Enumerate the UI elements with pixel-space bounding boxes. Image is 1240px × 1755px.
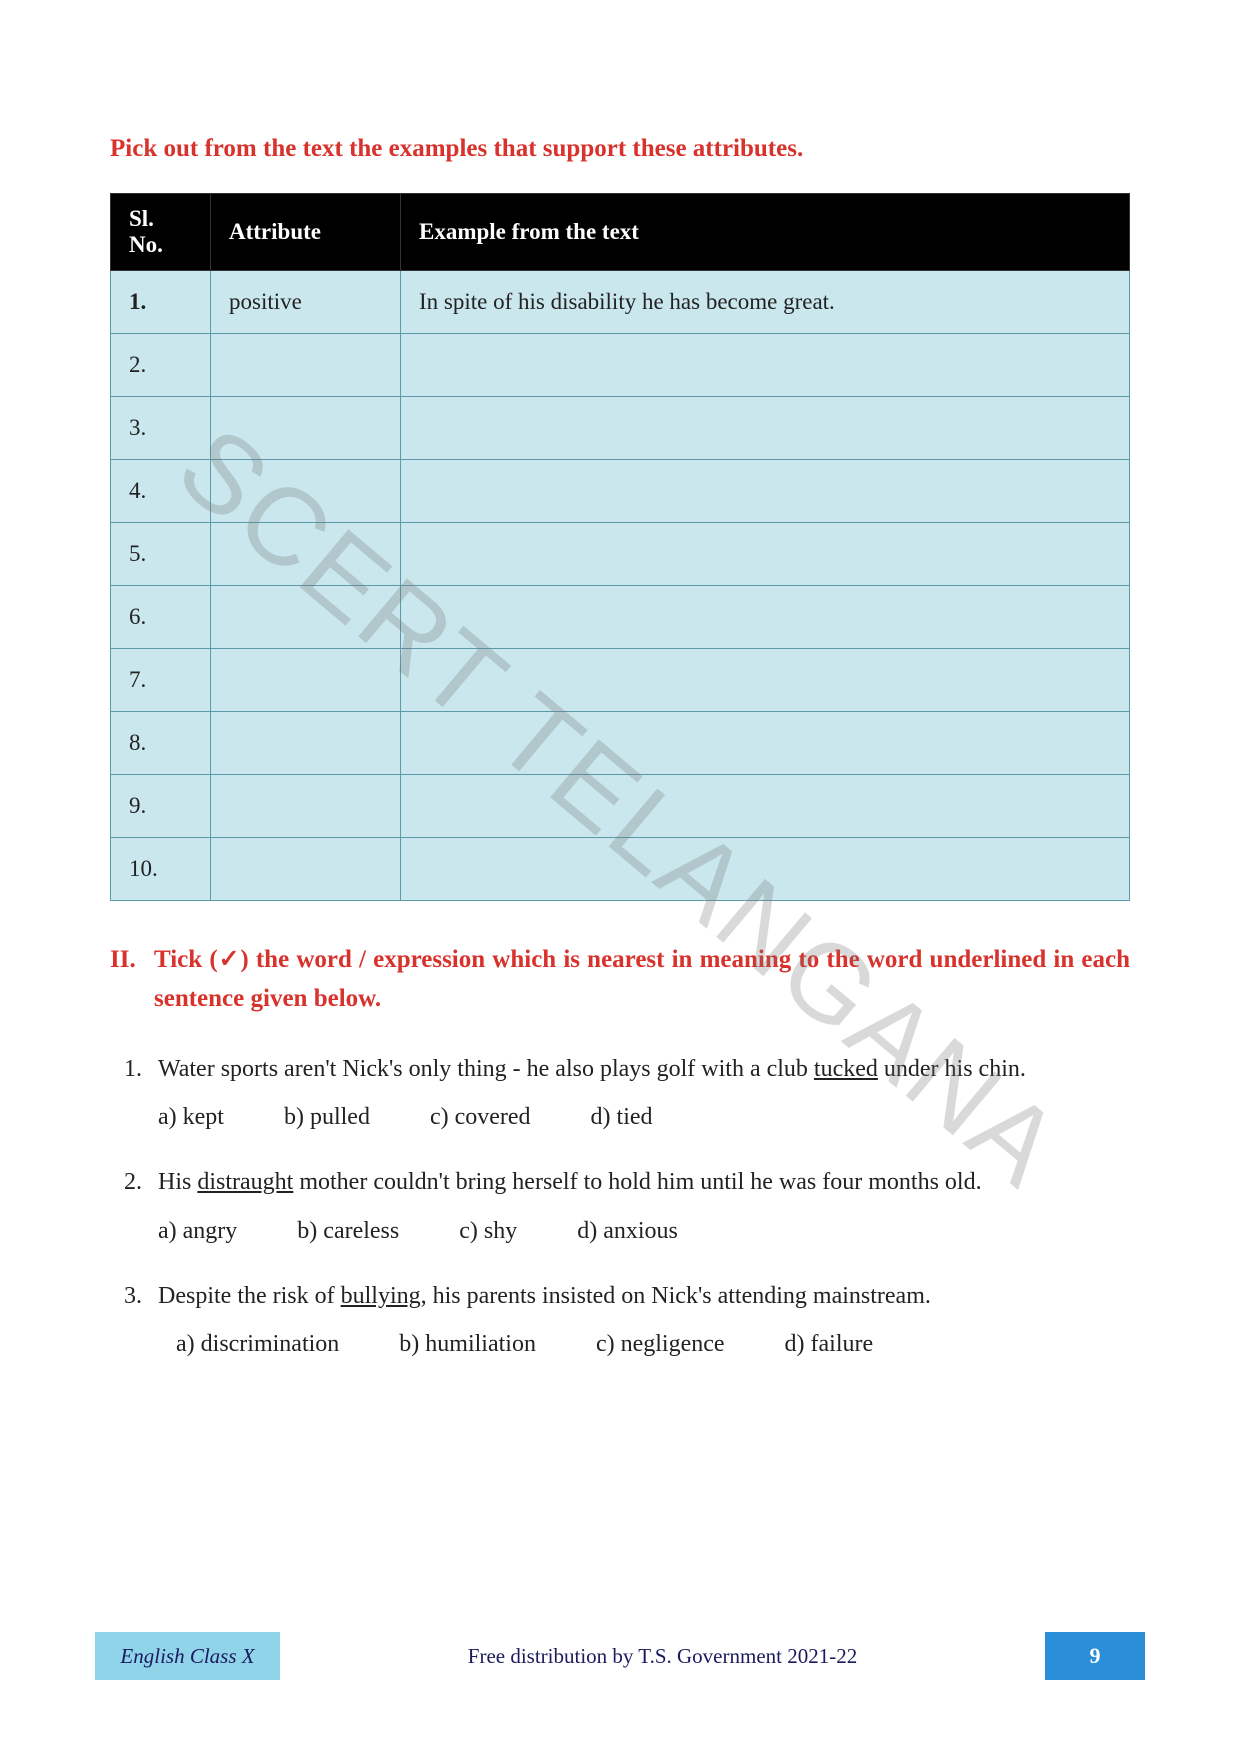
cell-sl: 1.: [111, 271, 211, 334]
option-b[interactable]: b) careless: [297, 1211, 399, 1252]
question-number: 2.: [110, 1162, 158, 1252]
table-row: 9.: [111, 775, 1130, 838]
option-a[interactable]: a) angry: [158, 1211, 237, 1252]
option-d[interactable]: d) tied: [591, 1097, 653, 1138]
table-row: 6.: [111, 586, 1130, 649]
option-b[interactable]: b) pulled: [284, 1097, 370, 1138]
cell-attribute[interactable]: [211, 838, 401, 901]
table-row: 10.: [111, 838, 1130, 901]
cell-sl: 7.: [111, 649, 211, 712]
cell-attribute[interactable]: [211, 334, 401, 397]
option-b[interactable]: b) humiliation: [399, 1324, 536, 1365]
cell-sl: 5.: [111, 523, 211, 586]
option-c[interactable]: c) shy: [459, 1211, 517, 1252]
cell-example[interactable]: [401, 334, 1130, 397]
question-2: 2. His distraught mother couldn't bring …: [110, 1162, 1130, 1252]
cell-attribute[interactable]: [211, 523, 401, 586]
table-header-row: Sl. No. Attribute Example from the text: [111, 194, 1130, 271]
cell-example[interactable]: [401, 649, 1130, 712]
question-body: Water sports aren't Nick's only thing - …: [158, 1049, 1130, 1139]
cell-attribute[interactable]: [211, 586, 401, 649]
section-2-number: II.: [110, 941, 154, 1019]
table-row: 4.: [111, 460, 1130, 523]
header-attribute: Attribute: [211, 194, 401, 271]
option-c[interactable]: c) covered: [430, 1097, 531, 1138]
cell-example[interactable]: [401, 460, 1130, 523]
option-a[interactable]: a) kept: [158, 1097, 224, 1138]
cell-sl: 10.: [111, 838, 211, 901]
cell-attribute[interactable]: [211, 712, 401, 775]
cell-sl: 6.: [111, 586, 211, 649]
question-body: His distraught mother couldn't bring her…: [158, 1162, 1130, 1252]
question-underlined-word: bullying: [341, 1283, 421, 1309]
question-text-post: under his chin.: [878, 1056, 1026, 1082]
cell-example[interactable]: [401, 712, 1130, 775]
footer-distribution: Free distribution by T.S. Government 202…: [280, 1632, 1045, 1680]
question-text-pre: His: [158, 1169, 197, 1195]
question-underlined-word: tucked: [814, 1056, 878, 1082]
option-c[interactable]: c) negligence: [596, 1324, 725, 1365]
section-2-text: Tick (✓) the word / expression which is …: [154, 941, 1130, 1019]
cell-attribute[interactable]: [211, 775, 401, 838]
table-row: 7.: [111, 649, 1130, 712]
header-sl-no: Sl. No.: [111, 194, 211, 271]
cell-example[interactable]: [401, 397, 1130, 460]
cell-sl: 3.: [111, 397, 211, 460]
question-text-pre: Despite the risk of: [158, 1283, 341, 1309]
table-row: 1. positive In spite of his disability h…: [111, 271, 1130, 334]
instruction-heading: Pick out from the text the examples that…: [110, 135, 1130, 163]
footer-subject: English Class X: [95, 1632, 280, 1680]
header-example: Example from the text: [401, 194, 1130, 271]
cell-sl: 8.: [111, 712, 211, 775]
cell-sl: 2.: [111, 334, 211, 397]
section-2-heading: II. Tick (✓) the word / expression which…: [110, 941, 1130, 1019]
cell-example[interactable]: [401, 523, 1130, 586]
question-body: Despite the risk of bullying, his parent…: [158, 1276, 1130, 1366]
question-text-post: , his parents insisted on Nick's attendi…: [421, 1283, 931, 1309]
cell-example[interactable]: [401, 838, 1130, 901]
cell-attribute[interactable]: [211, 460, 401, 523]
table-row: 2.: [111, 334, 1130, 397]
question-options: a) kept b) pulled c) covered d) tied: [158, 1097, 1130, 1138]
table-row: 3.: [111, 397, 1130, 460]
question-options: a) angry b) careless c) shy d) anxious: [158, 1211, 1130, 1252]
cell-attribute[interactable]: [211, 649, 401, 712]
attributes-table: Sl. No. Attribute Example from the text …: [110, 193, 1130, 901]
cell-attribute: positive: [211, 271, 401, 334]
question-3: 3. Despite the risk of bullying, his par…: [110, 1276, 1130, 1366]
cell-example: In spite of his disability he has become…: [401, 271, 1130, 334]
option-d[interactable]: d) failure: [785, 1324, 874, 1365]
question-options: a) discrimination b) humiliation c) negl…: [176, 1324, 1130, 1365]
option-d[interactable]: d) anxious: [577, 1211, 678, 1252]
cell-example[interactable]: [401, 775, 1130, 838]
table-row: 5.: [111, 523, 1130, 586]
cell-example[interactable]: [401, 586, 1130, 649]
question-text-pre: Water sports aren't Nick's only thing - …: [158, 1056, 814, 1082]
question-underlined-word: distraught: [197, 1169, 293, 1195]
page-content: SCERT TELANGANA Pick out from the text t…: [0, 0, 1240, 1755]
cell-attribute[interactable]: [211, 397, 401, 460]
cell-sl: 9.: [111, 775, 211, 838]
footer-page-number: 9: [1045, 1632, 1145, 1680]
question-text-post: mother couldn't bring herself to hold hi…: [293, 1169, 981, 1195]
question-number: 1.: [110, 1049, 158, 1139]
question-number: 3.: [110, 1276, 158, 1366]
option-a[interactable]: a) discrimination: [176, 1324, 339, 1365]
page-footer: English Class X Free distribution by T.S…: [95, 1632, 1145, 1680]
cell-sl: 4.: [111, 460, 211, 523]
table-row: 8.: [111, 712, 1130, 775]
question-1: 1. Water sports aren't Nick's only thing…: [110, 1049, 1130, 1139]
